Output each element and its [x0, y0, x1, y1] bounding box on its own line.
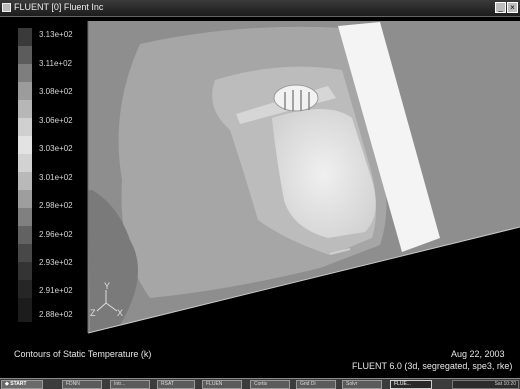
taskbar: ◆ START FDNN Intr... RSAT FLUEN Cortis G…	[0, 378, 520, 389]
axis-z-label: Z	[90, 308, 96, 318]
legend-tick-label: 2.93e+02	[39, 258, 73, 267]
taskbar-item[interactable]: FDNN	[62, 380, 102, 389]
minimize-icon[interactable]: _	[495, 2, 506, 13]
close-icon[interactable]: ×	[507, 2, 518, 13]
title-bar[interactable]: FLUENT [0] Fluent Inc _ ×	[0, 0, 520, 17]
legend-tick-label: 2.88e+02	[39, 310, 73, 319]
taskbar-item[interactable]: FLUEN	[202, 380, 242, 389]
heat-source-cylinder	[273, 84, 319, 112]
axis-y-label: Y	[104, 281, 110, 291]
legend-tick-label: 2.91e+02	[39, 286, 73, 295]
vent-line	[329, 248, 351, 255]
start-button[interactable]: ◆ START	[1, 380, 43, 389]
clock: Sat 10:20	[494, 381, 516, 387]
legend-tick-label: 3.03e+02	[39, 144, 73, 153]
taskbar-item[interactable]: Cortis	[250, 380, 290, 389]
legend-tick-label: 3.08e+02	[39, 87, 73, 96]
plot-caption-date: Aug 22, 2003	[451, 349, 505, 359]
legend-tick-label: 3.11e+02	[39, 59, 72, 68]
domain-edge	[87, 226, 520, 334]
legend-tick-label: 3.01e+02	[39, 173, 73, 182]
axis-x-label: X	[117, 308, 123, 318]
plot-caption-title: Contours of Static Temperature (k)	[14, 349, 152, 359]
taskbar-item[interactable]: Intr...	[110, 380, 150, 389]
axis-triad: Y X Z	[90, 281, 123, 318]
legend-tick-label: 3.13e+02	[39, 30, 73, 39]
taskbar-item[interactable]: RSAT	[157, 380, 195, 389]
legend-tick-label: 3.06e+02	[39, 116, 73, 125]
taskbar-item[interactable]: Solvr	[342, 380, 382, 389]
contour-band-inner	[272, 109, 376, 238]
window-title: FLUENT [0] Fluent Inc	[14, 2, 104, 12]
plot-caption-solver: FLUENT 6.0 (3d, segregated, spe3, rke)	[352, 361, 513, 371]
system-tray[interactable]: Sat 10:20	[452, 380, 519, 389]
plate-surface	[338, 22, 440, 252]
start-icon: ◆	[5, 381, 9, 387]
contour-plot[interactable]: Y X Z	[0, 17, 520, 347]
legend-tick-label: 2.98e+02	[39, 201, 73, 210]
start-label: START	[10, 381, 27, 387]
legend-swatch	[18, 298, 32, 322]
legend-tick-label: 2.96e+02	[39, 230, 73, 239]
fluent-app-icon	[2, 3, 11, 12]
contour-band-cool	[88, 190, 138, 333]
taskbar-item[interactable]: Grid Di	[296, 380, 336, 389]
taskbar-item-active[interactable]: FLUE...	[390, 380, 432, 389]
